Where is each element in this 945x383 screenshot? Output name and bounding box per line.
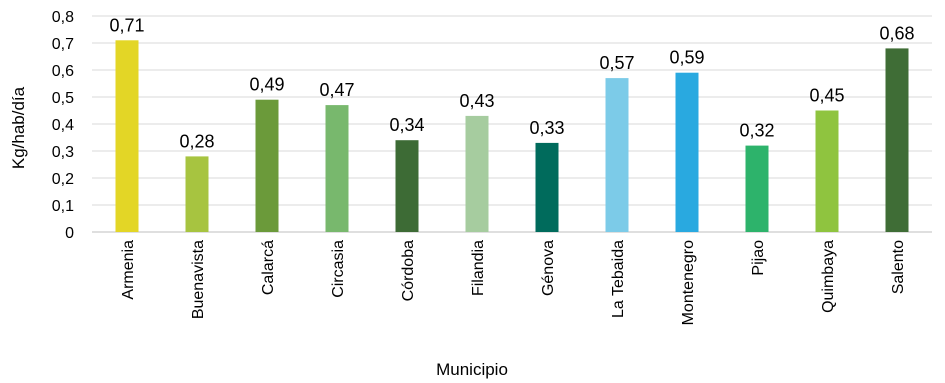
bar xyxy=(115,40,139,232)
data-label: 0,32 xyxy=(739,121,774,141)
x-tick-label: Filandia xyxy=(470,240,487,296)
data-label: 0,47 xyxy=(319,80,354,100)
data-label: 0,57 xyxy=(599,53,634,73)
bar xyxy=(325,105,349,232)
y-tick-label: 0,6 xyxy=(52,63,74,80)
x-tick-label: Salento xyxy=(890,240,907,294)
bar xyxy=(255,99,279,232)
bar xyxy=(185,156,209,232)
data-labels: 0,71 0,28 0,49 0,47 0,34 0,43 0,33 0,57 0,59 0,32… xyxy=(109,15,914,151)
x-axis-title: Municipio xyxy=(436,360,508,379)
y-tick-label: 0,5 xyxy=(52,90,74,107)
data-label: 0,49 xyxy=(249,75,284,95)
x-tick-label: Montenegro xyxy=(680,240,697,325)
x-tick-label: Armenia xyxy=(120,240,137,300)
bar xyxy=(605,78,629,232)
bar xyxy=(675,72,699,232)
data-label: 0,34 xyxy=(389,115,424,135)
data-label: 0,43 xyxy=(459,91,494,111)
x-tick-label: Quimbaya xyxy=(820,240,837,313)
x-tick-label: Buenavista xyxy=(190,240,207,319)
y-tick-label: 0,1 xyxy=(52,198,74,215)
data-label: 0,71 xyxy=(109,15,144,35)
bar xyxy=(465,115,489,232)
x-axis-ticks: Armenia Buenavista Calarcá Circasia Córdoba F… xyxy=(120,240,907,325)
y-tick-label: 0,4 xyxy=(52,117,74,134)
bar xyxy=(885,48,909,233)
bar xyxy=(535,142,559,232)
data-label: 0,45 xyxy=(809,86,844,106)
y-tick-label: 0 xyxy=(65,225,74,242)
bar xyxy=(745,145,769,232)
y-axis-title: Kg/hab/día xyxy=(9,86,28,169)
x-tick-label: Calarcá xyxy=(260,240,277,295)
y-tick-label: 0,7 xyxy=(52,36,74,53)
data-label: 0,68 xyxy=(879,23,914,43)
gridlines xyxy=(92,15,932,233)
x-tick-label: La Tebaida xyxy=(610,240,627,318)
y-tick-label: 0,8 xyxy=(52,9,74,26)
data-label: 0,28 xyxy=(179,131,214,151)
data-label: 0,59 xyxy=(669,48,704,68)
bar xyxy=(815,110,839,232)
x-tick-label: Circasia xyxy=(330,240,347,298)
bars xyxy=(115,40,909,233)
y-tick-label: 0,3 xyxy=(52,144,74,161)
x-tick-label: Génova xyxy=(540,240,557,296)
x-tick-label: Pijao xyxy=(750,240,767,276)
bar xyxy=(395,140,419,232)
data-label: 0,33 xyxy=(529,118,564,138)
x-tick-label: Córdoba xyxy=(400,240,417,301)
y-tick-label: 0,2 xyxy=(52,171,74,188)
y-axis-ticks: 0 0,1 0,2 0,3 0,4 0,5 0,6 0,7 0,8 xyxy=(52,9,74,242)
